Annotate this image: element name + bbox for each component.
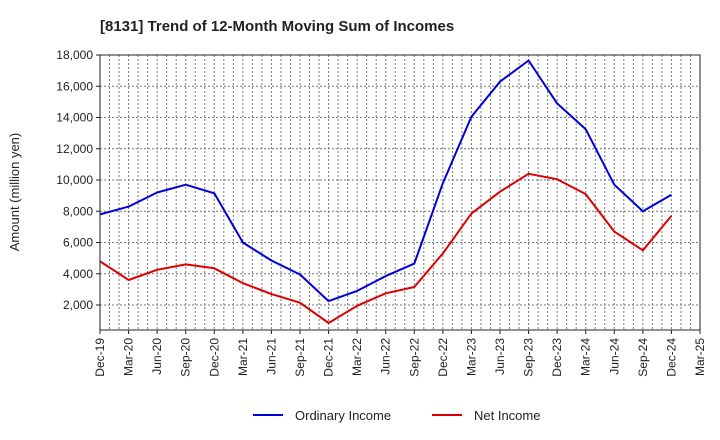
y-tick-label: 12,000 (56, 142, 93, 156)
x-tick-label: Jun-22 (379, 338, 393, 375)
x-tick-label: Dec-20 (207, 338, 221, 377)
x-tick-label: Jun-21 (264, 338, 278, 375)
x-tick-label: Jun-24 (607, 338, 621, 375)
y-tick-label: 16,000 (56, 79, 93, 93)
plot-area (100, 55, 700, 330)
legend-label: Net Income (474, 408, 540, 423)
y-axis-label: Amount (million yen) (7, 133, 22, 252)
legend-label: Ordinary Income (295, 408, 391, 423)
x-tick-label: Sep-22 (407, 338, 421, 377)
x-tick-label: Sep-21 (293, 338, 307, 377)
x-tick-label: Mar-23 (464, 338, 478, 376)
series-line-net-income (99, 172, 673, 324)
y-tick-label: 14,000 (56, 111, 93, 125)
y-tick-label: 4,000 (63, 267, 93, 281)
y-tick-label: 2,000 (63, 298, 93, 312)
y-tick-label: 6,000 (63, 236, 93, 250)
x-tick-label: Mar-20 (122, 338, 136, 376)
x-tick-label: Sep-24 (636, 338, 650, 377)
x-tick-label: Dec-23 (550, 338, 564, 377)
y-tick-label: 8,000 (63, 204, 93, 218)
x-tick-label: Dec-22 (436, 338, 450, 377)
x-tick-label: Mar-21 (236, 338, 250, 376)
y-tick-label: 18,000 (56, 48, 93, 62)
series-group (99, 59, 673, 324)
series-line-ordinary-income (99, 59, 672, 303)
x-tick-label: Sep-20 (179, 338, 193, 377)
chart-title: [8131] Trend of 12-Month Moving Sum of I… (100, 18, 454, 35)
x-tick-label: Dec-19 (93, 338, 107, 377)
plot-border (99, 54, 701, 331)
x-tick-label: Mar-24 (579, 338, 593, 376)
x-tick-label: Dec-21 (322, 338, 336, 377)
x-tick-label: Sep-23 (522, 338, 536, 377)
x-tick-label: Jun-23 (493, 338, 507, 375)
y-tick-label: 10,000 (56, 173, 93, 187)
legend: Ordinary Income Net Income (253, 408, 540, 423)
x-tick-label: Mar-25 (693, 338, 707, 376)
y-axis: 2,000 4,000 6,000 8,000 10,000 12,000 14,000 16… (56, 48, 100, 312)
x-tick-label: Jun-20 (150, 338, 164, 375)
x-tick-label: Mar-22 (350, 338, 364, 376)
x-axis: Dec-19 Mar-20 Jun-20 Sep-20 Dec-20 Mar-21 Jun-… (93, 330, 707, 377)
x-tick-label: Dec-24 (664, 338, 678, 377)
